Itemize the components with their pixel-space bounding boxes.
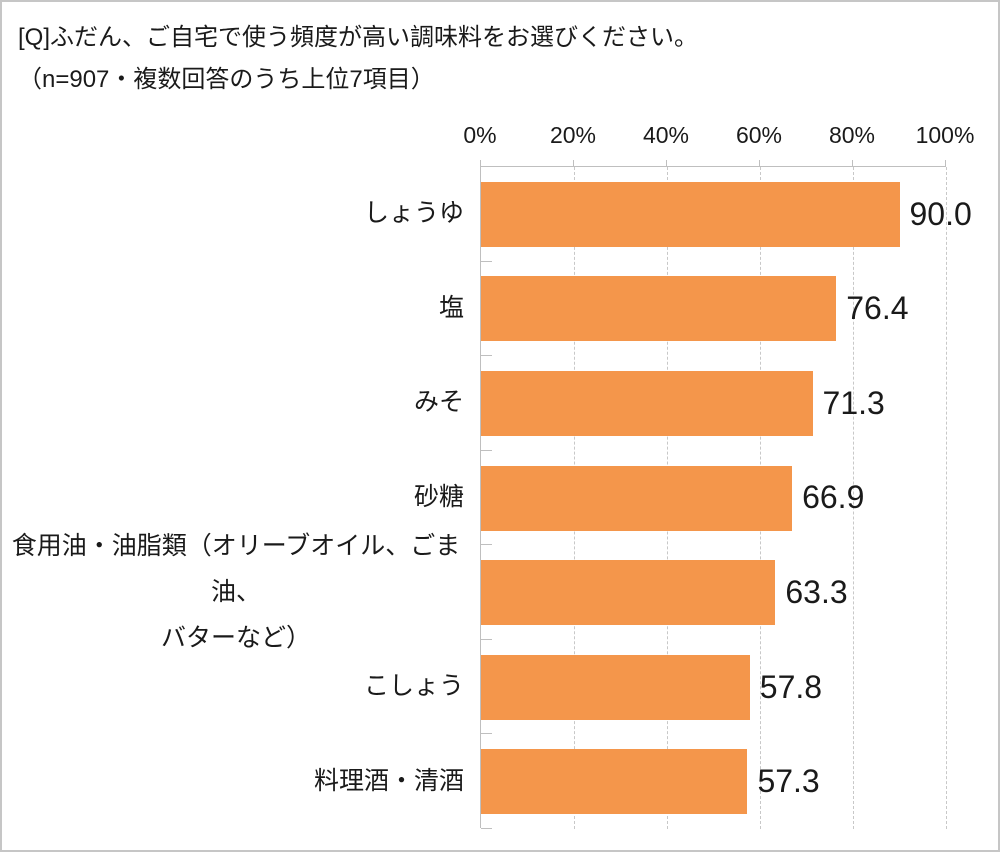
x-axis-tick [945, 160, 946, 167]
category-label-text: みそ [413, 388, 464, 417]
category-axis-tick [481, 733, 492, 735]
x-axis-tick [573, 160, 574, 167]
category-label-text: しょうゆ [363, 199, 464, 228]
data-bar [481, 560, 776, 626]
category-axis-tick [481, 260, 492, 262]
chart-title: [Q]ふだん、ご自宅で使う頻度が高い調味料をお選びください。 [18, 24, 699, 51]
category-label-text: 塩 [438, 293, 464, 322]
value-label: 63.3 [785, 574, 848, 611]
category-label-text: 料理酒・清酒 [313, 766, 464, 795]
data-bar [481, 181, 900, 247]
x-gridline [853, 167, 854, 829]
value-label: 76.4 [846, 290, 909, 327]
x-axis-tick [759, 160, 760, 167]
category-label: 料理酒・清酒 [8, 733, 464, 828]
category-label: 砂糖 [8, 450, 464, 545]
value-label: 71.3 [822, 384, 885, 421]
category-label: しょうゆ [8, 166, 464, 261]
category-axis-tick [481, 449, 492, 451]
x-axis-tick-label: 100% [915, 122, 975, 148]
data-bar [481, 654, 750, 720]
category-label: こしょう [8, 639, 464, 734]
data-bar [481, 370, 813, 436]
category-label: 塩 [8, 261, 464, 356]
x-axis-labels: 0% 20% 40% 60% 80% 100% [463, 118, 974, 152]
x-axis-tick [480, 160, 481, 167]
category-axis-tick [481, 828, 492, 829]
x-axis-tick-label: 80% [828, 122, 876, 148]
value-label: 90.0 [909, 195, 972, 232]
category-label-text: こしょう [363, 672, 464, 701]
chart-subtitle: （n=907・複数回答のうち上位7項目） [18, 66, 435, 93]
plot-area: 90.0 76.4 71.3 66.9 63.3 57.8 57.3 [480, 160, 972, 829]
category-labels: しょうゆ塩みそ砂糖食用油・油脂類（オリーブオイル、ごま油、 バターなど） こしょう… [2, 166, 464, 828]
x-axis-tick-label: 20% [549, 122, 597, 148]
category-axis-tick [481, 638, 492, 640]
x-axis-tick [852, 160, 853, 167]
data-bar [481, 465, 793, 531]
data-bar [481, 749, 748, 815]
x-axis-tick [666, 160, 667, 167]
value-label: 66.9 [802, 479, 865, 516]
x-axis-tick-label: 0% [463, 122, 497, 148]
category-axis-tick [481, 355, 492, 357]
category-label-text: 砂糖 [413, 482, 464, 511]
x-axis-tick-label: 40% [642, 122, 690, 148]
category-label: 食用油・油脂類（オリーブオイル、ごま油、 バターなど） [8, 532, 464, 652]
data-bar [481, 276, 837, 342]
category-label: みそ [8, 355, 464, 450]
x-gridline [946, 167, 947, 829]
category-label-text: 食用油・油脂類（オリーブオイル、ごま油、 バターなど） [11, 531, 461, 652]
category-axis-tick [481, 544, 492, 546]
x-axis-tick-label: 60% [735, 122, 783, 148]
value-label: 57.3 [757, 763, 820, 800]
value-label: 57.8 [759, 668, 823, 705]
